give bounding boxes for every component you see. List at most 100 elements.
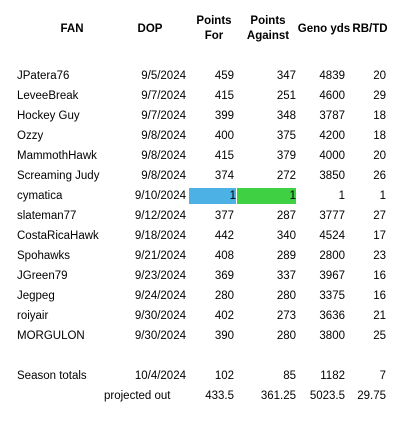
points-for: 390 — [214, 330, 234, 342]
projected-points-against: 361.25 — [260, 390, 296, 402]
fan-name: Hockey Guy — [17, 110, 80, 122]
geno-yds: 3967 — [319, 270, 345, 282]
points-against: 379 — [276, 150, 296, 162]
dop-date: 9/23/2024 — [134, 270, 186, 282]
dop-date: 9/18/2024 — [134, 230, 186, 242]
season-totals-label: Season totals — [17, 370, 87, 382]
geno-yds: 4200 — [319, 130, 345, 142]
points-for: 369 — [214, 270, 234, 282]
rb-td: 18 — [373, 110, 386, 122]
points-against: 280 — [276, 330, 296, 342]
dop-date: 9/8/2024 — [141, 170, 186, 182]
fan-name: JGreen79 — [17, 270, 68, 282]
fan-name: JPatera76 — [17, 70, 70, 82]
rb-td: 26 — [373, 170, 386, 182]
rb-td: 25 — [373, 330, 386, 342]
geno-yds: 3375 — [319, 290, 345, 302]
fan-name: MORGULON — [17, 330, 85, 342]
rb-td: 16 — [373, 290, 386, 302]
fan-name: roiyair — [17, 310, 49, 322]
rb-td: 20 — [373, 70, 386, 82]
geno-yds: 3787 — [319, 110, 345, 122]
points-against: 280 — [276, 290, 296, 302]
points-against-highlighted: 1 — [237, 188, 296, 204]
rb-td: 27 — [373, 210, 386, 222]
points-against: 337 — [276, 270, 296, 282]
season-totals-points-against: 85 — [283, 370, 296, 382]
geno-yds: 4524 — [319, 230, 345, 242]
fan-name: Ozzy — [17, 130, 44, 142]
rb-td: 20 — [373, 150, 386, 162]
geno-yds: 3636 — [319, 310, 345, 322]
projected-label: projected out — [104, 390, 171, 402]
geno-yds: 1 — [338, 190, 345, 202]
points-for: 399 — [214, 110, 234, 122]
rb-td: 29 — [373, 90, 386, 102]
dop-date: 9/30/2024 — [134, 330, 186, 342]
rb-td: 18 — [373, 130, 386, 142]
rb-td: 1 — [379, 190, 386, 202]
fan-name: cymatica — [17, 190, 63, 202]
column-header-geno-yds: Geno yds — [297, 23, 351, 35]
geno-yds: 3800 — [319, 330, 345, 342]
points-against: 272 — [276, 170, 296, 182]
dop-date: 9/5/2024 — [141, 70, 186, 82]
points-for: 400 — [214, 130, 234, 142]
dop-date: 9/7/2024 — [141, 110, 186, 122]
dop-date: 9/21/2024 — [134, 250, 186, 262]
points-against: 340 — [276, 230, 296, 242]
geno-yds: 3850 — [319, 170, 345, 182]
projected-points-for: 433.5 — [205, 390, 234, 402]
dop-date: 9/8/2024 — [141, 150, 186, 162]
column-header-points-for-line1: Points — [196, 15, 232, 27]
points-against: 375 — [276, 130, 296, 142]
dop-date: 9/30/2024 — [134, 310, 186, 322]
column-header-points-for-line2: For — [204, 30, 224, 42]
points-against: 287 — [276, 210, 296, 222]
points-against: 347 — [276, 70, 296, 82]
fan-name: slateman77 — [17, 210, 77, 222]
points-for: 377 — [214, 210, 234, 222]
fan-name: MammothHawk — [17, 150, 97, 162]
geno-yds: 4600 — [319, 90, 345, 102]
geno-yds: 2800 — [319, 250, 345, 262]
season-totals-date: 10/4/2024 — [134, 370, 186, 382]
fan-name: CostaRicaHawk — [17, 230, 99, 242]
column-header-rb-td: RB/TD — [352, 23, 388, 35]
geno-yds: 3777 — [319, 210, 345, 222]
points-for: 402 — [214, 310, 234, 322]
column-header-points-against-line1: Points — [250, 15, 286, 27]
rb-td: 17 — [373, 230, 386, 242]
geno-yds: 4839 — [319, 70, 345, 82]
rb-td: 23 — [373, 250, 386, 262]
rb-td: 16 — [373, 270, 386, 282]
points-for: 415 — [214, 150, 234, 162]
column-header-fan: FAN — [60, 23, 84, 35]
dop-date: 9/8/2024 — [141, 130, 186, 142]
geno-yds: 4000 — [319, 150, 345, 162]
projected-rb-td: 29.75 — [357, 390, 386, 402]
points-against: 348 — [276, 110, 296, 122]
dop-date: 9/12/2024 — [134, 210, 186, 222]
season-totals-points-for: 102 — [214, 370, 234, 382]
points-against: 273 — [276, 310, 296, 322]
points-for: 280 — [214, 290, 234, 302]
points-against: 251 — [276, 90, 296, 102]
column-header-dop: DOP — [137, 23, 163, 35]
points-for-highlighted: 1 — [189, 188, 236, 204]
points-for: 442 — [214, 230, 234, 242]
dop-date: 9/10/2024 — [134, 190, 186, 202]
points-for: 374 — [214, 170, 234, 182]
points-for: 459 — [214, 70, 234, 82]
column-header-points-against-line2: Against — [246, 30, 290, 42]
rb-td: 21 — [373, 310, 386, 322]
fan-name: LeveeBreak — [17, 90, 79, 102]
season-totals-geno-yds: 1182 — [320, 370, 345, 382]
points-for: 408 — [214, 250, 234, 262]
season-totals-rb-td: 7 — [379, 370, 386, 382]
dop-date: 9/7/2024 — [141, 90, 186, 102]
fan-name: Screaming Judy — [17, 170, 100, 182]
fan-name: Spohawks — [17, 250, 71, 262]
points-against: 289 — [276, 250, 296, 262]
points-for: 415 — [214, 90, 234, 102]
